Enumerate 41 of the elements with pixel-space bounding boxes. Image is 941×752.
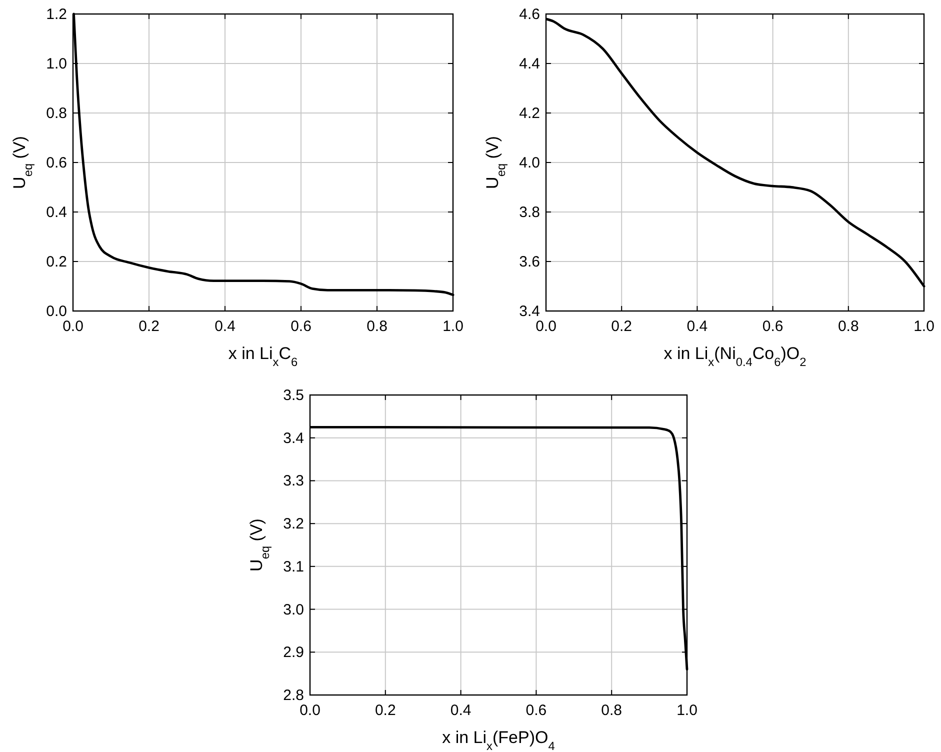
x-tick-label: 0.8 — [366, 318, 388, 335]
x-axis-title: x in Li$_{x}$C$_{6}$ — [228, 344, 298, 369]
y-tick-label: 0.6 — [46, 154, 67, 172]
y-tick-label: 4.4 — [519, 56, 540, 72]
y-tick-label: 0.0 — [46, 303, 67, 320]
y-tick-label: 2.9 — [283, 644, 304, 662]
x-axis-title: x in Li$_{x}$(FeP)O$_{4}$ — [442, 728, 556, 752]
x-tick-label: 1.0 — [914, 318, 934, 335]
x-tick-label: 0.2 — [374, 702, 396, 719]
x-tick-label: 0.2 — [611, 318, 632, 335]
x-tick-label: 0.0 — [300, 702, 320, 719]
x-tick-label: 0.8 — [601, 702, 622, 719]
x-tick-label: 1.0 — [442, 318, 464, 335]
y-tick-label: 3.4 — [283, 430, 304, 447]
y-tick-label: 3.2 — [283, 516, 304, 533]
y-tick-label: 2.8 — [283, 687, 304, 704]
y-tick-label: 3.1 — [283, 558, 304, 576]
y-tick-label: 0.2 — [46, 254, 67, 270]
y-tick-label: 0.4 — [46, 204, 67, 221]
y-tick-label: 0.8 — [46, 105, 67, 122]
y-tick-label: 3.6 — [519, 254, 540, 270]
x-axis-title: x in Li$_{x}$(Ni$_{0.4}$Co$_{6}$)O$_{2}$ — [664, 344, 807, 369]
y-tick-label: 1.0 — [46, 56, 67, 72]
x-tick-label: 0.4 — [214, 318, 236, 335]
x-tick-label: 0.4 — [686, 318, 708, 335]
y-tick-label: 1.2 — [46, 6, 67, 23]
x-tick-label: 0.4 — [450, 702, 472, 719]
y-tick-label: 3.5 — [283, 387, 304, 404]
y-tick-label: 3.3 — [283, 472, 304, 490]
y-tick-label: 3.4 — [519, 303, 540, 320]
x-tick-label: 0.0 — [536, 318, 556, 335]
x-tick-label: 0.0 — [62, 318, 84, 335]
y-tick-label: 4.2 — [519, 105, 540, 122]
x-tick-label: 1.0 — [676, 702, 698, 719]
y-tick-label: 4.0 — [519, 154, 540, 172]
y-tick-label: 3.0 — [283, 601, 304, 618]
x-tick-label: 0.8 — [838, 318, 859, 335]
y-tick-label: 4.6 — [519, 6, 540, 23]
x-tick-label: 0.6 — [762, 318, 784, 335]
y-tick-label: 3.8 — [519, 204, 540, 221]
x-tick-label: 0.2 — [138, 318, 160, 335]
